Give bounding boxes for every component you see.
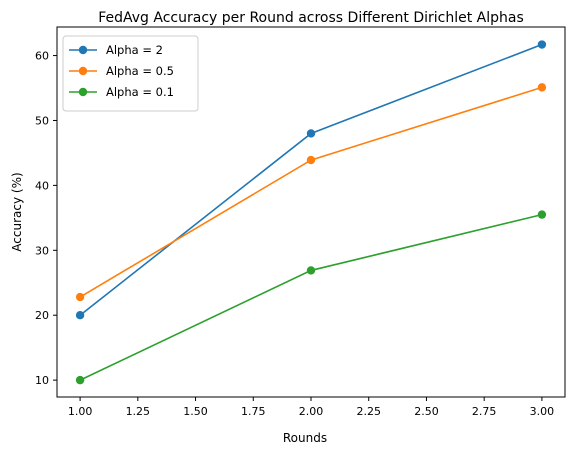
plot-frame — [56, 26, 566, 398]
y-tick-label: 10 — [35, 374, 49, 387]
data-point — [537, 210, 547, 219]
y-tick-label: 50 — [35, 114, 49, 127]
legend-swatch-marker — [78, 45, 88, 55]
x-tick-label: 3.00 — [530, 405, 555, 418]
y-tick-label: 40 — [35, 179, 49, 192]
legend-swatch-marker — [78, 87, 88, 97]
y-axis-label: Accuracy (%) — [10, 172, 24, 251]
x-axis: 1.00 1.25 1.50 1.75 2.00 2.25 2.50 2.75 3.00 — [68, 397, 554, 418]
y-tick-label: 20 — [35, 309, 49, 322]
data-point — [75, 292, 85, 302]
data-point — [537, 40, 547, 49]
data-point — [306, 129, 316, 138]
x-tick-label: 2.00 — [299, 405, 324, 418]
x-tick-label: 1.50 — [183, 405, 208, 418]
x-tick-label: 1.75 — [241, 405, 266, 418]
x-tick-label: 2.75 — [472, 405, 497, 418]
data-point — [75, 375, 85, 385]
legend: Alpha = 2 Alpha = 0.5 Alpha = 0.1 — [62, 35, 199, 112]
legend-item: Alpha = 0.1 — [69, 85, 174, 99]
data-point — [306, 266, 316, 275]
legend-item: Alpha = 0.5 — [69, 64, 174, 78]
data-point — [537, 83, 547, 92]
series-line — [79, 213, 543, 381]
series-layer — [75, 40, 547, 385]
legend-label: Alpha = 0.5 — [106, 64, 174, 78]
x-tick-label: 2.25 — [356, 405, 381, 418]
x-tick-label: 1.25 — [126, 405, 151, 418]
x-tick-label: 2.50 — [414, 405, 439, 418]
data-point — [75, 311, 85, 320]
legend-item: Alpha = 2 — [69, 43, 163, 57]
legend-swatch-marker — [78, 66, 88, 76]
legend-label: Alpha = 2 — [106, 43, 163, 57]
series-2 — [75, 83, 547, 302]
series-1 — [75, 40, 547, 320]
series-line — [79, 86, 543, 298]
x-axis-label: Rounds — [283, 431, 327, 445]
y-tick-label: 30 — [35, 244, 49, 257]
y-tick-label: 60 — [35, 50, 49, 63]
series-3 — [75, 210, 547, 385]
y-axis: 10 20 30 40 50 60 — [35, 50, 57, 387]
data-point — [306, 155, 316, 165]
chart-title: FedAvg Accuracy per Round across Differe… — [98, 10, 524, 26]
x-tick-label: 1.00 — [68, 405, 93, 418]
legend-label: Alpha = 0.1 — [106, 85, 174, 99]
